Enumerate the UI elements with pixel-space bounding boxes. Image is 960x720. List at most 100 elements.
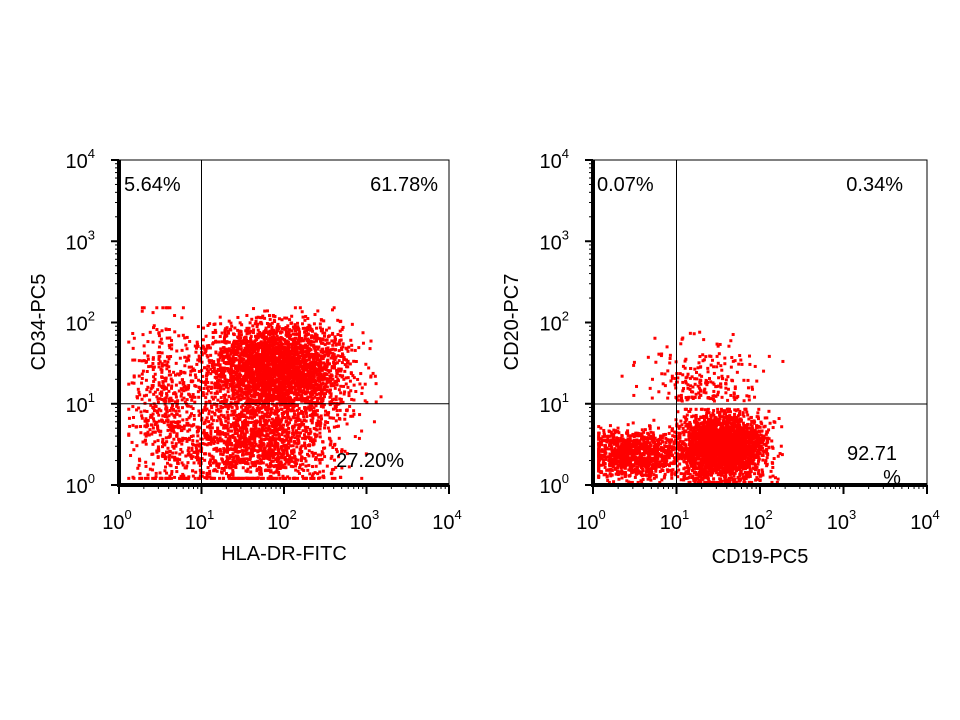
event-dot [222,383,226,387]
event-dot [129,454,133,458]
event-dot [286,340,290,344]
event-dot [251,406,255,410]
event-dot [210,359,214,363]
event-dot [360,429,364,433]
event-dot [239,347,243,351]
event-dot [243,387,247,391]
event-dot [247,383,251,387]
event-dot [180,461,184,465]
event-dot [172,420,176,424]
event-dot [268,465,272,469]
event-dot [193,476,197,480]
event-dot [181,418,185,422]
event-dot [241,339,245,343]
event-dot [132,415,136,419]
event-dot [315,393,319,397]
event-dot [157,407,161,411]
event-dot [268,366,272,370]
event-dot [320,392,324,396]
event-dot [316,376,320,380]
event-dot [185,404,189,408]
event-dot [218,476,222,480]
event-dot [148,330,152,334]
event-dot [266,397,270,401]
event-dot [239,336,243,340]
event-dot [242,426,246,430]
event-dot [286,330,290,334]
event-dot [179,447,183,451]
event-dot [345,361,349,365]
event-dot [330,308,334,312]
event-dot [225,410,229,414]
event-dot [279,461,283,465]
event-dot [137,463,141,467]
event-dot [318,461,322,465]
event-dot [285,436,289,440]
event-dot [335,383,339,387]
event-dot [255,351,259,355]
event-dot [241,408,245,412]
event-dot [314,457,318,461]
event-dot [307,444,311,448]
event-dot [208,459,212,463]
event-dot [207,420,211,424]
event-dot [268,398,272,402]
event-dot [173,475,177,479]
event-dot [168,306,172,310]
event-dot [292,432,296,436]
event-dot [280,452,284,456]
event-dot [352,412,356,416]
event-dot [341,342,345,346]
event-dot [189,379,193,383]
event-dot [337,455,341,459]
event-dot [245,429,249,433]
event-dot [210,422,214,426]
event-dot [245,339,249,343]
event-dot [292,364,296,368]
event-dot [285,453,289,457]
event-dot [175,412,179,416]
event-dot [167,414,171,418]
event-dot [186,386,190,390]
event-dot [272,373,276,377]
event-dot [251,398,255,402]
event-dot [363,382,367,386]
event-dot [263,434,267,438]
event-dot [314,368,318,372]
event-dot [337,349,341,353]
event-dot [170,399,174,403]
event-dot [241,341,245,345]
event-dot [150,423,154,427]
event-dot [268,431,272,435]
event-dot [185,410,189,414]
event-dot [177,437,181,441]
event-dot [143,409,147,413]
event-dot [151,311,155,315]
event-dot [318,371,322,375]
event-dot [209,458,213,462]
event-dot [286,435,290,439]
event-dot [356,377,360,381]
event-dot [215,390,219,394]
event-dot [306,328,310,332]
event-dot [226,427,230,431]
event-dot [169,377,173,381]
event-dot [279,346,283,350]
event-dot [349,414,353,418]
event-dot [179,387,183,391]
event-dot [318,326,322,330]
event-dot [295,366,299,370]
event-dot [306,382,310,386]
event-dot [205,416,209,420]
event-dot [339,354,343,358]
event-dot [292,326,296,330]
event-dot [307,463,311,467]
event-dot [273,350,277,354]
event-dot [277,364,281,368]
event-dot [332,425,336,429]
event-dot [227,474,231,478]
event-dot [309,436,313,440]
event-dot [226,450,230,454]
event-dot [307,449,311,453]
event-dot [335,361,339,365]
